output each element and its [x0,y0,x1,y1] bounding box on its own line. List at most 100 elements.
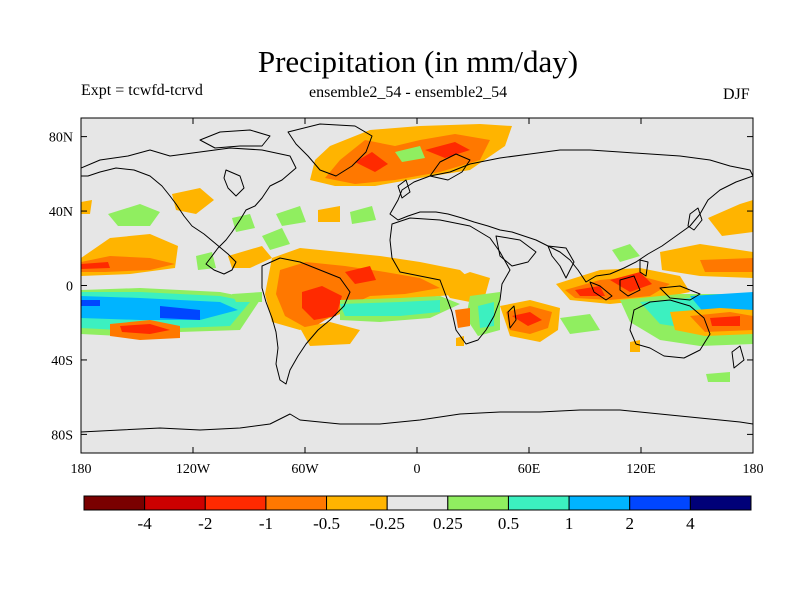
colorbar-label: 2 [625,514,634,533]
anomaly-region [512,312,542,326]
colorbar-swatch [447,495,509,511]
precip-anomaly-contours [81,124,753,382]
anomaly-region [302,286,342,320]
anomaly-region [708,200,753,236]
coastline-antarctica [81,409,753,433]
x-tick-label: 60W [291,462,319,477]
anomaly-region [120,324,170,334]
y-tick-label: 40S [51,354,73,369]
anomaly-region [560,314,600,334]
coastline-eurasia [389,149,753,283]
coastline-madagascar [507,305,517,329]
colorbar-label: -4 [138,514,153,533]
anomaly-region [232,292,262,302]
colorbar-swatch [386,495,449,511]
colorbar-swatch [83,495,146,511]
colorbar-swatch [507,495,570,511]
colorbar-label: 4 [686,514,695,533]
x-tick-label: 180 [71,462,92,477]
anomaly-region [478,302,494,328]
coastline-japan [687,207,703,231]
anomaly-region [300,322,360,346]
colorbar-swatch [629,495,691,511]
coastline-new-zealand [731,345,745,369]
x-tick-label: 120E [626,462,656,477]
y-tick-label: 80N [49,131,73,146]
anomaly-region [630,340,640,352]
colorbar-label: -0.5 [313,514,340,533]
map-plot-area: 180 120W 60W 0 60E 120E 180 80N 40N 0 40S 80S [49,117,764,477]
anomaly-region [345,266,376,284]
coastline-india [547,245,575,279]
colorbar-label: -0.25 [369,514,404,533]
coastline-north-america [81,147,297,275]
colorbar-swatch [326,495,388,511]
anomaly-region [232,214,255,232]
y-tick-label: 40N [49,205,73,220]
coastline-arabia [495,235,537,267]
coastline-sumatra [589,281,613,301]
anomaly-region [575,286,605,296]
anomaly-region [395,146,425,162]
anomaly-region [81,262,110,269]
anomaly-region [350,206,376,224]
anomaly-region [612,244,640,262]
coastline-canadian-islands [199,129,271,149]
coastline-philippines [639,259,649,277]
anomaly-region [700,258,753,272]
anomaly-region [710,316,740,326]
colorbar-label: 1 [565,514,574,533]
colorbar-swatch [265,495,328,511]
y-tick-label: 80S [51,428,73,443]
x-tick-label: 60E [518,462,541,477]
coastline-scandinavia [429,153,471,181]
anomaly-region [340,300,440,316]
anomaly-region [108,204,160,226]
anomaly-region [228,246,272,268]
y-axis: 80N 40N 0 40S 80S [49,131,753,443]
colorbar-label: -2 [198,514,212,533]
x-tick-label: 180 [743,462,764,477]
x-tick-label: 120W [176,462,211,477]
anomaly-region [81,200,92,214]
coastline-borneo [619,275,641,297]
anomaly-region [690,292,753,314]
coastline-africa [389,217,511,345]
coastline-uk [397,179,411,199]
anomaly-region [425,142,470,158]
ensemble-label: ensemble2_54 - ensemble2_54 [309,84,508,101]
x-axis: 180 120W 60W 0 60E 120E 180 [71,118,764,477]
coastline-greenland [287,123,373,177]
coastline-new-guinea [659,285,701,301]
colorbar-label: 0.5 [498,514,519,533]
y-tick-label: 0 [66,280,73,295]
anomaly-region [172,188,214,214]
season-label: DJF [723,86,750,103]
colorbar-swatch [144,495,206,511]
colorbar: -4 -2 -1 -0.5 -0.25 0.25 0.5 1 2 4 [83,495,752,533]
anomaly-region [455,308,470,328]
coastline-australia [629,299,711,359]
colorbar-swatch [568,495,631,511]
chart-title: Precipitation (in mm/day) [257,44,579,79]
coastlines [81,123,753,433]
colorbar-swatch [204,495,267,511]
anomaly-region [81,300,100,306]
anomaly-region [276,206,306,226]
experiment-label: Expt = tcwfd-tcrvd [81,82,203,99]
anomaly-region [706,372,730,382]
x-tick-label: 0 [414,462,421,477]
colorbar-label: -1 [259,514,273,533]
coastline-south-america [261,257,351,385]
anomaly-region [262,228,290,250]
colorbar-swatch [689,495,752,511]
anomaly-region [610,272,652,292]
anomaly-region [196,252,216,270]
colorbar-label: 0.25 [433,514,463,533]
coastline-hudson-bay [223,169,245,197]
anomaly-region [160,306,200,320]
anomaly-region [440,272,490,302]
anomaly-region [318,206,340,222]
anomaly-region [355,152,388,172]
